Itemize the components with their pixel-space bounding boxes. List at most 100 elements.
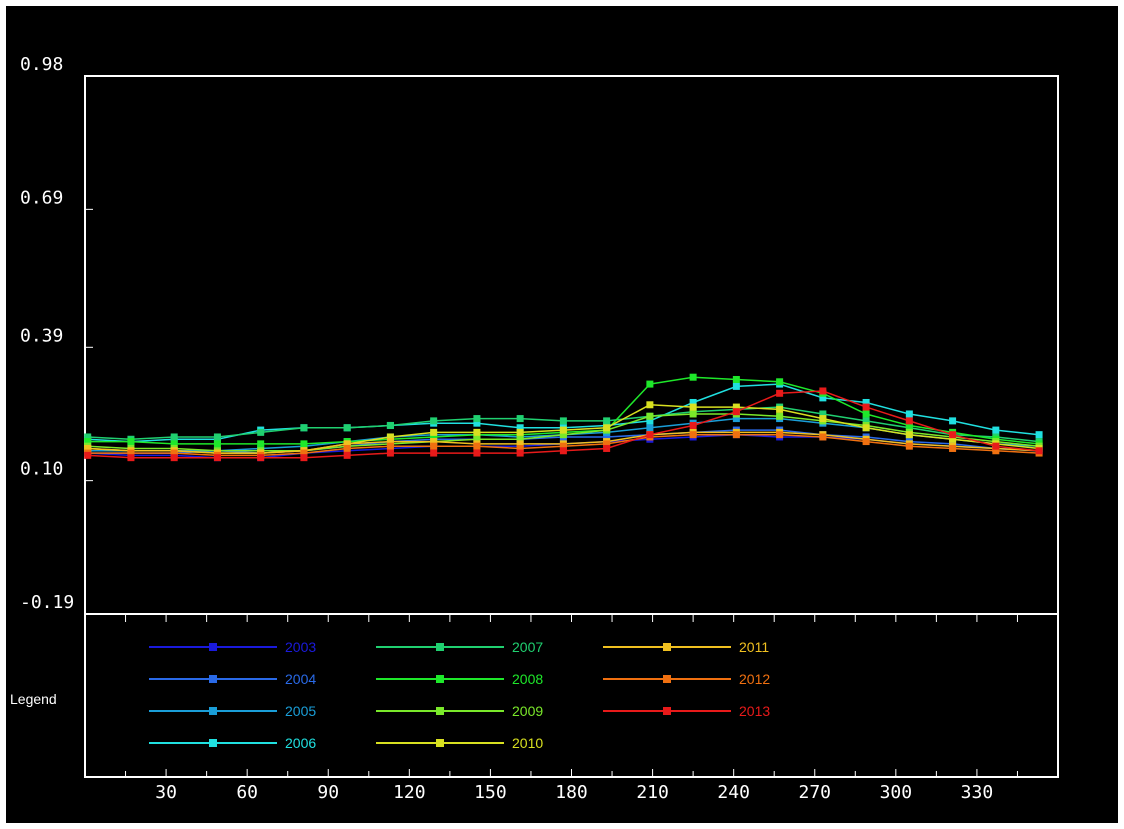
data-point bbox=[473, 449, 481, 457]
data-point bbox=[127, 438, 135, 446]
y-tick-label: -0.19 bbox=[20, 592, 74, 613]
data-point bbox=[732, 382, 740, 390]
data-point bbox=[949, 417, 957, 425]
data-point bbox=[732, 431, 740, 439]
data-point bbox=[559, 447, 567, 455]
data-point bbox=[819, 387, 827, 395]
data-point bbox=[559, 442, 567, 450]
data-point bbox=[603, 417, 611, 425]
legend-marker bbox=[436, 739, 444, 747]
legend-entry-2003: 2003 bbox=[149, 639, 316, 655]
legend-label: 2004 bbox=[285, 671, 316, 687]
data-point bbox=[430, 433, 438, 441]
legend-entries: 2003 2004 2005 2006 2007 2008 2009 2010 2011 2012… bbox=[149, 639, 770, 751]
data-point bbox=[819, 394, 827, 402]
legend-label: 2012 bbox=[739, 671, 770, 687]
x-tick-label: 30 bbox=[155, 782, 177, 803]
data-point bbox=[646, 417, 654, 425]
data-point bbox=[516, 428, 524, 436]
data-point bbox=[992, 447, 1000, 455]
data-point bbox=[170, 454, 178, 462]
y-axis-ticks: 0.98 0.69 0.39 0.10 -0.19 bbox=[20, 54, 93, 615]
legend-entry-2005: 2005 bbox=[149, 703, 316, 719]
legend-entry-2012: 2012 bbox=[603, 671, 770, 687]
data-point bbox=[819, 433, 827, 441]
legend-entry-2011: 2011 bbox=[603, 639, 769, 655]
data-point bbox=[689, 373, 697, 381]
data-point bbox=[776, 405, 784, 413]
data-point bbox=[949, 431, 957, 439]
data-point bbox=[170, 433, 178, 441]
data-point bbox=[257, 440, 265, 448]
legend-box-border bbox=[84, 613, 1059, 778]
legend-marker bbox=[209, 675, 217, 683]
data-point bbox=[603, 433, 611, 441]
data-point bbox=[646, 424, 654, 432]
legend-entry-2008: 2008 bbox=[376, 671, 543, 687]
legend-marker bbox=[663, 707, 671, 715]
data-point bbox=[905, 410, 913, 418]
x-tick-label: 210 bbox=[636, 782, 669, 803]
data-point bbox=[386, 449, 394, 457]
plot-area-border bbox=[84, 75, 1059, 615]
x-axis-ticks: 30 60 90 120 150 180 210 240 270 300 330 bbox=[125, 614, 1018, 803]
data-point bbox=[905, 442, 913, 450]
data-point bbox=[84, 438, 92, 446]
data-point bbox=[343, 451, 351, 459]
data-point bbox=[516, 440, 524, 448]
legend-marker bbox=[663, 675, 671, 683]
data-point bbox=[776, 389, 784, 397]
data-point bbox=[343, 424, 351, 432]
data-point bbox=[430, 449, 438, 457]
line-chart: Legend 0.98 0.69 0.39 0.10 -0.19 30 60 90 120 15… bbox=[10, 54, 1059, 803]
data-point bbox=[386, 438, 394, 446]
data-point bbox=[603, 444, 611, 452]
legend-label: 2006 bbox=[285, 735, 316, 751]
data-point bbox=[473, 428, 481, 436]
x-tick-label: 90 bbox=[317, 782, 339, 803]
data-point bbox=[689, 421, 697, 429]
x-tick-label: 60 bbox=[236, 782, 258, 803]
data-point bbox=[559, 417, 567, 425]
data-point bbox=[300, 424, 308, 432]
data-point bbox=[689, 403, 697, 411]
data-point bbox=[905, 417, 913, 425]
x-tick-label: 270 bbox=[798, 782, 831, 803]
data-point bbox=[862, 424, 870, 432]
data-point bbox=[689, 431, 697, 439]
data-point bbox=[473, 435, 481, 443]
data-point bbox=[732, 403, 740, 411]
data-point bbox=[516, 424, 524, 432]
data-point bbox=[1035, 431, 1043, 439]
data-point bbox=[559, 431, 567, 439]
data-point bbox=[732, 408, 740, 416]
x-tick-label: 300 bbox=[880, 782, 913, 803]
data-point bbox=[170, 449, 178, 457]
legend-label: 2005 bbox=[285, 703, 316, 719]
data-point bbox=[905, 421, 913, 429]
data-point bbox=[862, 398, 870, 406]
data-point bbox=[343, 440, 351, 448]
data-point bbox=[430, 417, 438, 425]
legend-entry-2006: 2006 bbox=[149, 735, 316, 751]
data-point bbox=[430, 428, 438, 436]
legend-marker bbox=[436, 675, 444, 683]
data-point bbox=[776, 378, 784, 386]
data-point bbox=[646, 380, 654, 388]
legend-marker bbox=[209, 643, 217, 651]
legend-marker bbox=[209, 739, 217, 747]
data-point bbox=[862, 403, 870, 411]
data-point bbox=[300, 449, 308, 457]
legend-entry-2010: 2010 bbox=[376, 735, 543, 751]
data-point bbox=[257, 428, 265, 436]
data-point bbox=[213, 440, 221, 448]
data-point bbox=[992, 442, 1000, 450]
data-point bbox=[949, 435, 957, 443]
data-point bbox=[516, 415, 524, 423]
data-point bbox=[213, 433, 221, 441]
legend-label: 2009 bbox=[512, 703, 543, 719]
data-point bbox=[603, 424, 611, 432]
y-tick-label: 0.69 bbox=[20, 187, 63, 208]
data-point bbox=[992, 426, 1000, 434]
data-point bbox=[300, 454, 308, 462]
